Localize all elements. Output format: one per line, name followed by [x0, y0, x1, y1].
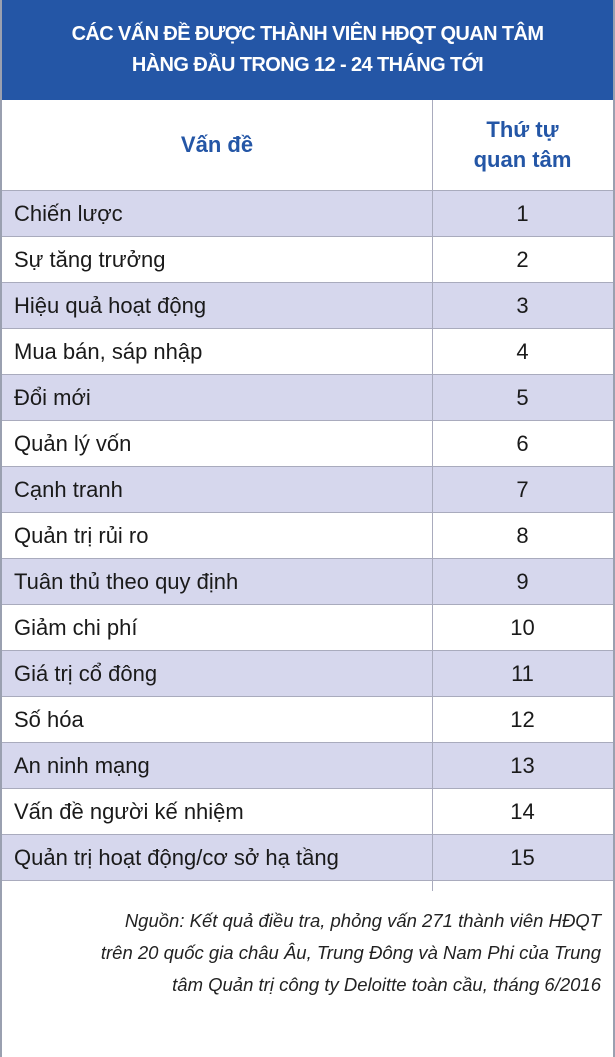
issue-cell: Quản trị rủi ro [14, 523, 149, 548]
rank-cell: 15 [510, 845, 535, 870]
column-header-line: Thứ tự [486, 117, 559, 142]
rank-cell: 11 [511, 661, 534, 686]
table-row: Vấn đề người kế nhiệm 14 [2, 788, 613, 834]
table-row: Mua bán, sáp nhập 4 [2, 328, 613, 374]
column-header: Vấn đề [2, 100, 432, 190]
table-row: Chiến lược 1 [2, 190, 613, 236]
table-row: Tuân thủ theo quy định 9 [2, 558, 613, 604]
title-banner: CÁC VẤN ĐỀ ĐƯỢC THÀNH VIÊN HĐQT QUAN TÂM… [2, 0, 613, 100]
table-row: Số hóa 12 [2, 696, 613, 742]
issue-cell: Đổi mới [14, 385, 91, 410]
table-row: Quản trị hoạt động/cơ sở hạ tầng 15 [2, 834, 613, 880]
rank-cell: 2 [516, 247, 529, 272]
issue-cell: Chiến lược [14, 201, 123, 226]
table-row: Giảm chi phí 10 [2, 604, 613, 650]
rank-cell: 3 [516, 293, 529, 318]
column-header: Thứ tự quan tâm [432, 100, 613, 190]
column-divider [432, 100, 433, 891]
issue-cell: Sự tăng trưởng [14, 247, 166, 272]
rank-cell: 9 [516, 569, 529, 594]
rank-cell: 14 [510, 799, 535, 824]
table-row: Quản trị rủi ro 8 [2, 512, 613, 558]
rank-cell: 7 [516, 477, 529, 502]
rank-cell: 12 [510, 707, 535, 732]
issue-cell: Giảm chi phí [14, 615, 138, 640]
issue-cell: Số hóa [14, 707, 84, 732]
title-line: HÀNG ĐẦU TRONG 12 - 24 THÁNG TỚI [131, 54, 484, 76]
table-row: Đổi mới 5 [2, 374, 613, 420]
issue-cell: Vấn đề người kế nhiệm [14, 799, 244, 824]
column-header-line: quan tâm [473, 147, 572, 172]
rank-cell: 10 [510, 615, 535, 640]
issue-cell: Quản lý vốn [14, 431, 132, 456]
issue-cell: Giá trị cổ đông [14, 661, 158, 686]
table-row: Quản lý vốn 6 [2, 420, 613, 466]
table-bottom-border [2, 880, 613, 881]
table-header: Vấn đề Thứ tự quan tâm [2, 100, 613, 190]
rank-cell: 6 [516, 431, 529, 456]
issue-cell: Quản trị hoạt động/cơ sở hạ tầng [14, 845, 339, 870]
table-row: Hiệu quả hoạt động 3 [2, 282, 613, 328]
table-row: Sự tăng trưởng 2 [2, 236, 613, 282]
issue-cell: Tuân thủ theo quy định [14, 569, 239, 594]
issue-cell: Mua bán, sáp nhập [14, 339, 203, 364]
issue-cell: Hiệu quả hoạt động [14, 293, 207, 318]
table-row: Cạnh tranh 7 [2, 466, 613, 512]
issue-cell: Cạnh tranh [14, 477, 123, 502]
source-line: tâm Quản trị công ty Deloitte toàn cầu, … [172, 974, 601, 995]
table-body: Chiến lược 1 Sự tăng trưởng 2 Hiệu quả hoạt … [2, 190, 613, 881]
table-row: An ninh mạng 13 [2, 742, 613, 788]
source-line: Nguồn: Kết quả điều tra, phỏng vấn 271 t… [124, 910, 601, 931]
column-header-line: Vấn đề [180, 132, 254, 157]
rank-cell: 5 [516, 385, 529, 410]
source-line: trên 20 quốc gia châu Âu, Trung Đông và … [100, 942, 601, 963]
title-line: CÁC VẤN ĐỀ ĐƯỢC THÀNH VIÊN HĐQT QUAN TÂM [71, 23, 544, 45]
source-note: Nguồn: Kết quả điều tra, phỏng vấn 271 t… [101, 905, 601, 1001]
table-row: Giá trị cổ đông 11 [2, 650, 613, 696]
rank-cell: 8 [516, 523, 529, 548]
issue-cell: An ninh mạng [14, 753, 150, 778]
rank-cell: 1 [516, 201, 529, 226]
rank-cell: 13 [510, 753, 535, 778]
rank-cell: 4 [516, 339, 529, 364]
